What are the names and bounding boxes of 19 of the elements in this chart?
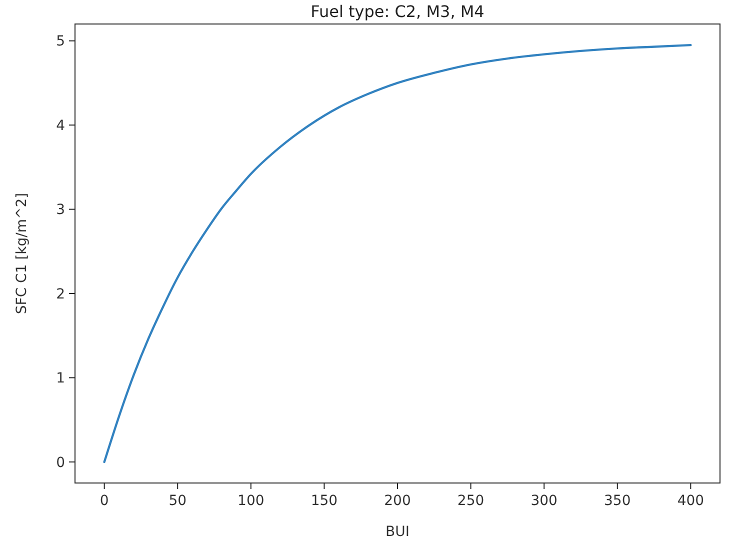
x-tick-label: 400 (677, 493, 704, 509)
x-tick-label: 250 (457, 493, 484, 509)
x-tick-label: 350 (604, 493, 631, 509)
y-tick-label: 3 (56, 202, 65, 218)
x-axis-title: BUI (386, 524, 410, 540)
x-tick-label: 50 (168, 493, 187, 509)
x-tick-label: 300 (530, 493, 558, 509)
y-tick-label: 4 (56, 118, 66, 134)
x-tick-label: 150 (310, 493, 338, 509)
x-tick-label: 0 (100, 493, 109, 509)
y-tick-label: 1 (56, 370, 65, 387)
y-tick-label: 2 (56, 286, 65, 302)
y-axis-title: SFC C1 [kg/m^2] (14, 192, 30, 314)
line-series (103, 44, 692, 464)
x-tick-label: 200 (384, 493, 411, 509)
chart-title: Fuel type: C2, M3, M4 (310, 2, 484, 21)
y-tick-label: 0 (56, 454, 65, 471)
y-tick-label: 5 (56, 34, 65, 50)
x-tick-label: 100 (238, 493, 264, 509)
